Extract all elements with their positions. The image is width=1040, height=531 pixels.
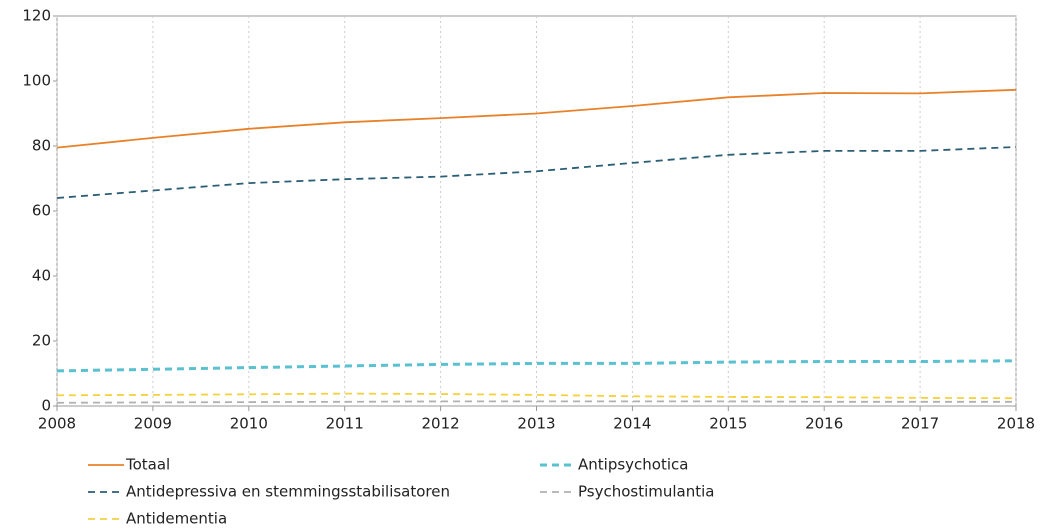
x-tick-label: 2011 (326, 415, 364, 433)
series-line (56, 88, 1017, 149)
x-tick-label: 2008 (38, 415, 76, 433)
y-tick-label: 0 (41, 397, 51, 415)
x-tick-label: 2009 (134, 415, 172, 433)
y-tick-label: 100 (22, 72, 51, 90)
x-tick-label: 2013 (517, 415, 555, 433)
series-line (56, 146, 1017, 199)
x-tick-label: 2015 (709, 415, 747, 433)
y-tick-label: 40 (32, 267, 51, 285)
legend-label: Psychostimulantia (578, 483, 715, 501)
series-line (56, 392, 1017, 400)
x-tick-label: 2012 (422, 415, 460, 433)
x-tick-label: 2016 (805, 415, 843, 433)
y-tick-label: 20 (32, 332, 51, 350)
x-tick-label: 2017 (901, 415, 939, 433)
y-tick-label: 60 (32, 202, 51, 220)
y-tick-label: 80 (32, 137, 51, 155)
legend-label: Antidepressiva en stemmingsstabilisatore… (126, 483, 450, 501)
legend-label: Antidementia (126, 510, 227, 528)
legend-label: Antipsychotica (578, 456, 688, 474)
x-tick-label: 2018 (997, 415, 1035, 433)
legend-label: Totaal (125, 456, 170, 474)
series-line (56, 359, 1017, 373)
x-tick-label: 2010 (230, 415, 268, 433)
series-line (56, 400, 1016, 404)
x-tick-label: 2014 (613, 415, 651, 433)
y-tick-label: 120 (22, 7, 51, 25)
